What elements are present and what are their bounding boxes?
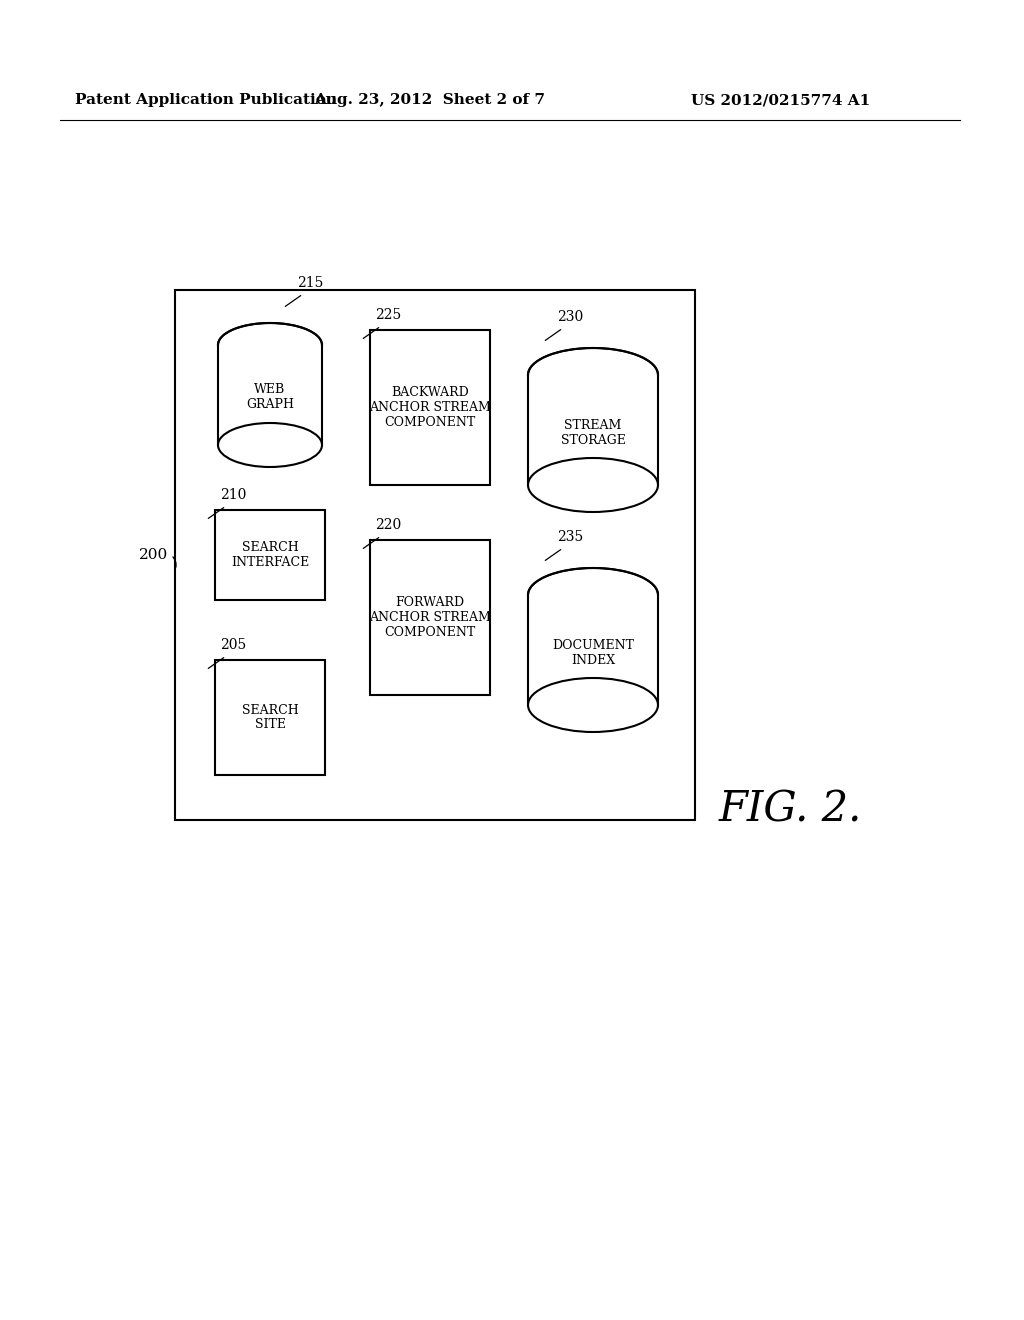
Ellipse shape xyxy=(218,422,322,467)
Text: WEB
GRAPH: WEB GRAPH xyxy=(246,383,294,412)
Ellipse shape xyxy=(218,323,322,367)
Bar xyxy=(370,540,490,696)
Text: US 2012/0215774 A1: US 2012/0215774 A1 xyxy=(691,92,870,107)
Ellipse shape xyxy=(528,348,658,403)
Text: FORWARD
ANCHOR STREAM
COMPONENT: FORWARD ANCHOR STREAM COMPONENT xyxy=(369,597,490,639)
Text: SEARCH
INTERFACE: SEARCH INTERFACE xyxy=(230,541,309,569)
Text: 230: 230 xyxy=(557,310,584,323)
Bar xyxy=(526,595,660,624)
Text: 200: 200 xyxy=(138,548,168,562)
Text: DOCUMENT
INDEX: DOCUMENT INDEX xyxy=(552,639,634,667)
Ellipse shape xyxy=(528,568,658,622)
Text: BACKWARD
ANCHOR STREAM
COMPONENT: BACKWARD ANCHOR STREAM COMPONENT xyxy=(369,385,490,429)
Ellipse shape xyxy=(528,678,658,733)
Bar xyxy=(216,345,324,370)
Text: FIG. 2.: FIG. 2. xyxy=(718,789,861,832)
Ellipse shape xyxy=(528,458,658,512)
Text: Aug. 23, 2012  Sheet 2 of 7: Aug. 23, 2012 Sheet 2 of 7 xyxy=(314,92,546,107)
Text: STREAM
STORAGE: STREAM STORAGE xyxy=(560,418,626,446)
Text: 210: 210 xyxy=(220,488,247,502)
Text: Patent Application Publication: Patent Application Publication xyxy=(75,92,337,107)
Text: 205: 205 xyxy=(220,638,246,652)
Bar xyxy=(218,345,322,445)
Bar xyxy=(370,330,490,484)
Bar xyxy=(526,375,660,404)
Text: 235: 235 xyxy=(557,531,584,544)
Text: SEARCH
SITE: SEARCH SITE xyxy=(242,704,298,731)
Bar xyxy=(175,290,695,820)
Bar xyxy=(215,660,325,775)
Bar xyxy=(528,595,658,705)
Text: 225: 225 xyxy=(375,308,401,322)
Text: 220: 220 xyxy=(375,517,401,532)
Bar xyxy=(528,375,658,484)
Bar xyxy=(215,510,325,601)
Text: 215: 215 xyxy=(297,276,324,290)
